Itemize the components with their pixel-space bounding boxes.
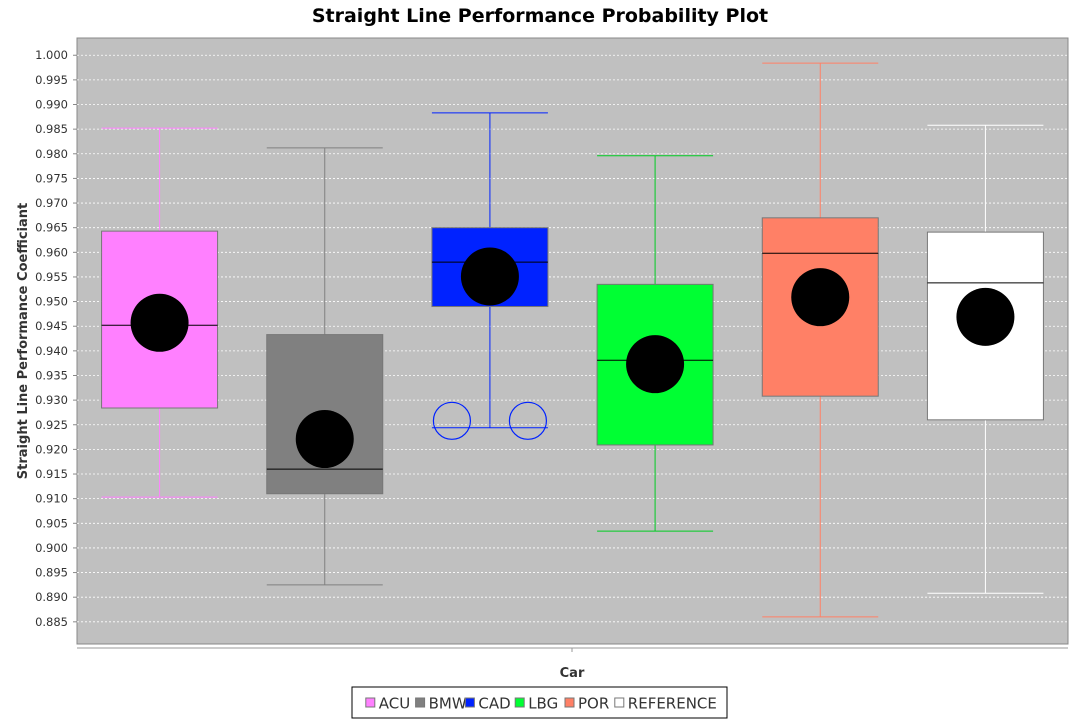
legend: ACU BMW CAD LBG POR REFERENCE bbox=[351, 686, 728, 719]
legend-label: LBG bbox=[528, 695, 558, 713]
y-tick-label: 0.990 bbox=[35, 98, 68, 112]
outlier-marker bbox=[508, 401, 548, 440]
legend-item-acu: ACU bbox=[365, 695, 410, 713]
y-tick-label: 0.950 bbox=[35, 295, 68, 309]
y-tick-label: 0.975 bbox=[35, 171, 68, 185]
y-tick-label: 0.955 bbox=[35, 270, 68, 284]
y-tick-label: 0.940 bbox=[35, 344, 68, 358]
box-lbg bbox=[596, 155, 714, 532]
box-reference bbox=[926, 124, 1044, 594]
legend-frame bbox=[351, 686, 728, 719]
y-axis-label: Straight Line Performance Coefficiant bbox=[16, 203, 31, 479]
y-tick-label: 0.935 bbox=[35, 368, 68, 382]
y-tick-label: 0.930 bbox=[35, 393, 68, 407]
legend-label: ACU bbox=[379, 695, 410, 713]
legend-swatch bbox=[614, 697, 625, 708]
mean-marker bbox=[460, 247, 519, 306]
y-tick-label: 0.925 bbox=[35, 418, 68, 432]
y-tick-label: 0.995 bbox=[35, 73, 68, 87]
y-tick-label: 0.885 bbox=[35, 615, 68, 629]
y-tick-label: 0.920 bbox=[35, 442, 68, 456]
y-tick-label: 0.980 bbox=[35, 147, 68, 161]
y-tick-label: 0.890 bbox=[35, 590, 68, 604]
y-tick-label: 0.900 bbox=[35, 541, 68, 555]
mean-marker bbox=[295, 410, 354, 469]
plot-area bbox=[76, 37, 1069, 645]
y-tick-label: 0.895 bbox=[35, 566, 68, 580]
legend-label: POR bbox=[578, 695, 609, 713]
y-tick-label: 0.985 bbox=[35, 122, 68, 136]
mean-marker bbox=[626, 335, 685, 394]
legend-item-por: POR bbox=[564, 695, 609, 713]
legend-swatch bbox=[564, 697, 575, 708]
legend-swatch bbox=[514, 697, 525, 708]
y-tick-label: 1.000 bbox=[35, 48, 68, 62]
mean-marker bbox=[130, 293, 189, 352]
legend-item-reference: REFERENCE bbox=[614, 695, 717, 713]
legend-label: BMW bbox=[429, 695, 467, 713]
legend-swatch bbox=[365, 697, 376, 708]
y-tick-label: 0.970 bbox=[35, 196, 68, 210]
x-axis-label: Car bbox=[560, 666, 585, 681]
box-cad bbox=[431, 112, 549, 440]
y-tick-label: 0.905 bbox=[35, 516, 68, 530]
legend-item-bmw: BMW bbox=[415, 695, 467, 713]
grid-lines bbox=[77, 54, 1068, 623]
outlier-marker bbox=[432, 401, 472, 440]
y-tick-label: 0.915 bbox=[35, 467, 68, 481]
y-tick-label: 0.945 bbox=[35, 319, 68, 333]
y-tick-label: 0.910 bbox=[35, 492, 68, 506]
y-axis: 0.885 0.890 0.895 0.900 0.905 0.910 0.915 0.920… bbox=[35, 48, 77, 629]
mean-marker bbox=[791, 268, 850, 327]
legend-item-lbg: LBG bbox=[514, 695, 558, 713]
legend-label: REFERENCE bbox=[628, 695, 717, 713]
chart-title: Straight Line Performance Probability Pl… bbox=[312, 5, 768, 27]
legend-swatch bbox=[415, 697, 426, 708]
legend-item-cad: CAD bbox=[464, 695, 511, 713]
box-bmw bbox=[266, 147, 384, 586]
y-tick-label: 0.960 bbox=[35, 245, 68, 259]
legend-swatch bbox=[464, 697, 475, 708]
box-por bbox=[761, 62, 879, 618]
box-acu bbox=[101, 127, 219, 498]
legend-label: CAD bbox=[478, 695, 510, 713]
mean-marker bbox=[956, 287, 1015, 346]
box-series-group bbox=[101, 62, 1044, 618]
y-tick-label: 0.965 bbox=[35, 221, 68, 235]
